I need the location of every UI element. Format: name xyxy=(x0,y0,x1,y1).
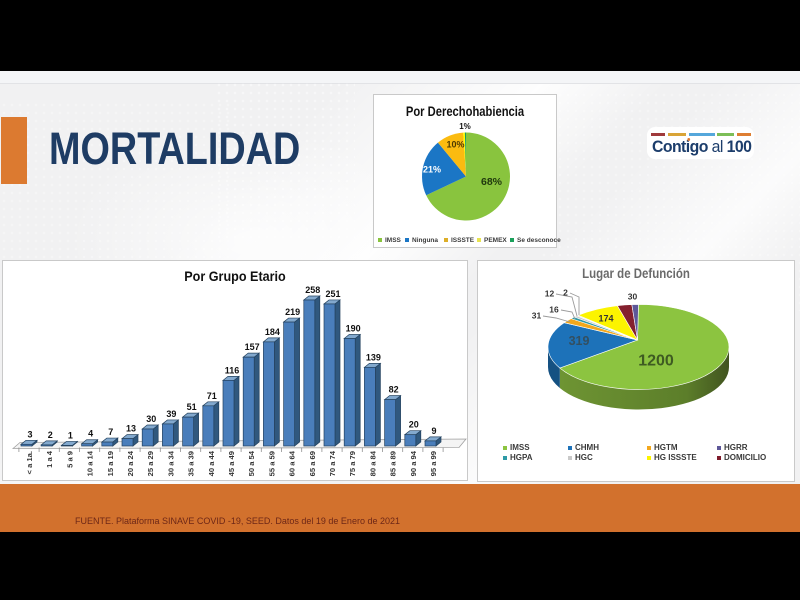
svg-text:13: 13 xyxy=(126,424,136,434)
svg-text:9: 9 xyxy=(431,426,436,436)
svg-text:1 a 4: 1 a 4 xyxy=(45,450,54,468)
svg-text:20 a 24: 20 a 24 xyxy=(126,450,135,476)
svg-text:157: 157 xyxy=(245,342,260,352)
svg-text:12: 12 xyxy=(545,289,555,299)
svg-text:45 a 49: 45 a 49 xyxy=(227,451,236,476)
svg-text:31: 31 xyxy=(532,311,542,321)
svg-text:55 a 59: 55 a 59 xyxy=(267,451,276,476)
svg-text:80 a 84: 80 a 84 xyxy=(368,450,377,476)
svg-text:70 a 74: 70 a 74 xyxy=(328,450,337,476)
svg-text:90 a 94: 90 a 94 xyxy=(409,450,418,476)
svg-text:85 a 89: 85 a 89 xyxy=(389,451,398,476)
svg-text:16: 16 xyxy=(549,305,559,315)
svg-text:2: 2 xyxy=(48,430,53,440)
svg-text:258: 258 xyxy=(305,285,320,295)
svg-text:71: 71 xyxy=(207,391,217,401)
svg-text:3: 3 xyxy=(27,429,32,439)
svg-text:51: 51 xyxy=(187,402,197,412)
svg-text:174: 174 xyxy=(598,314,613,324)
svg-text:190: 190 xyxy=(346,323,361,333)
svg-text:60 a 64: 60 a 64 xyxy=(288,450,297,476)
svg-text:5 a 9: 5 a 9 xyxy=(65,451,74,468)
svg-text:< a 1a.: < a 1a. xyxy=(25,451,34,474)
svg-text:20: 20 xyxy=(409,420,419,430)
svg-text:30 a 34: 30 a 34 xyxy=(166,450,175,476)
svg-text:65 a 69: 65 a 69 xyxy=(308,451,317,476)
svg-text:1%: 1% xyxy=(459,122,471,131)
svg-text:40 a 44: 40 a 44 xyxy=(207,450,216,476)
svg-text:21%: 21% xyxy=(423,165,441,175)
svg-text:50 a 54: 50 a 54 xyxy=(247,450,256,476)
svg-text:10%: 10% xyxy=(446,140,464,150)
svg-text:219: 219 xyxy=(285,307,300,317)
svg-text:319: 319 xyxy=(569,334,590,348)
svg-text:15 a 19: 15 a 19 xyxy=(106,451,115,476)
svg-text:75 a 79: 75 a 79 xyxy=(348,451,357,476)
svg-text:1200: 1200 xyxy=(638,353,674,370)
svg-text:116: 116 xyxy=(225,365,240,375)
svg-text:82: 82 xyxy=(389,385,399,395)
svg-text:95 a 99: 95 a 99 xyxy=(429,451,438,476)
svg-text:35 a 39: 35 a 39 xyxy=(187,451,196,476)
svg-text:139: 139 xyxy=(366,352,381,362)
svg-text:39: 39 xyxy=(166,409,176,419)
svg-text:4: 4 xyxy=(88,429,93,439)
svg-text:184: 184 xyxy=(265,327,280,337)
svg-text:30: 30 xyxy=(628,292,638,302)
svg-text:30: 30 xyxy=(146,414,156,424)
svg-text:68%: 68% xyxy=(481,176,503,188)
svg-text:251: 251 xyxy=(325,289,340,299)
svg-text:2: 2 xyxy=(563,288,568,298)
svg-text:1: 1 xyxy=(68,430,73,440)
svg-text:7: 7 xyxy=(108,427,113,437)
svg-text:10 a 14: 10 a 14 xyxy=(86,450,95,476)
svg-text:25 a 29: 25 a 29 xyxy=(146,451,155,476)
